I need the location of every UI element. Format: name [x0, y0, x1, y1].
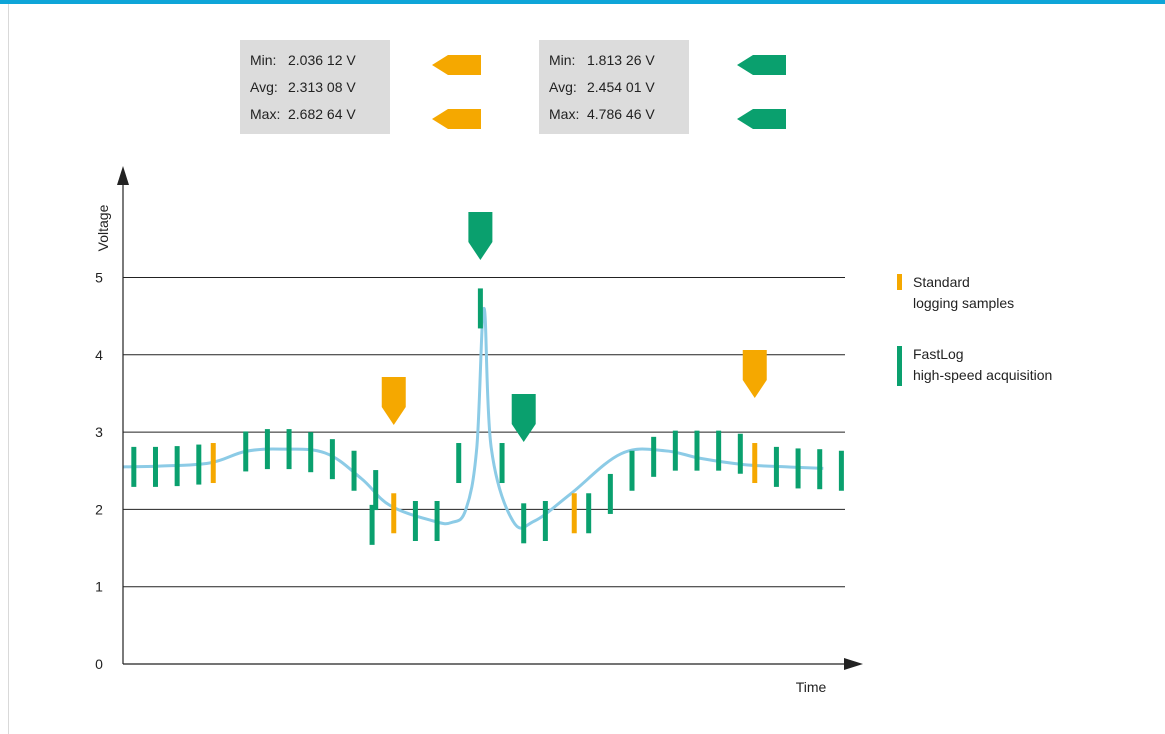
fastlog-max-marker	[468, 212, 493, 260]
fastlog-sample-tick	[174, 446, 180, 487]
avg-label: Avg:	[549, 79, 577, 95]
fastlog-sample-tick	[817, 449, 823, 490]
fastlog-sample-tick	[434, 500, 440, 541]
fastlog-min-value: 1.813 26 V	[587, 52, 655, 68]
standard-min-row: Min: 2.036 12 V	[250, 49, 356, 71]
sample-marks-layer	[131, 288, 844, 545]
fastlog-sample-tick	[795, 448, 801, 489]
legend-standard-line2: logging samples	[913, 295, 1015, 311]
fastlog-sample-tick	[521, 503, 527, 544]
fastlog-sample-tick	[286, 429, 292, 470]
legend-fastlog-line1: FastLog	[913, 346, 964, 362]
standard-max-marker	[742, 350, 767, 398]
fastlog-sample-tick	[651, 436, 657, 477]
fastlog-max-row: Max: 4.786 46 V	[549, 103, 655, 125]
max-label: Max:	[250, 106, 281, 122]
fastlog-sample-tick	[672, 430, 678, 471]
fastlog-sample-tick	[351, 450, 357, 491]
fastlog-min-row: Min: 1.813 26 V	[549, 49, 655, 71]
fastlog-sample-tick	[264, 429, 270, 470]
extreme-markers-layer	[381, 55, 786, 442]
fastlog-sample-tick	[586, 493, 592, 534]
min-label: Min:	[250, 52, 277, 68]
fastlog-sample-tick	[607, 473, 613, 514]
standard-max-row: Max: 2.682 64 V	[250, 103, 356, 125]
fastlog-avg-value: 2.454 01 V	[587, 79, 655, 95]
x-axis-label: Time	[796, 679, 827, 695]
fastlog-stats-box: Min: 1.813 26 V Avg: 2.454 01 V Max: 4.786 …	[539, 40, 689, 134]
fastlog-sample-tick	[477, 288, 483, 329]
fastlog-sample-tick	[694, 430, 700, 471]
min-label: Min:	[549, 52, 576, 68]
y-tick-label: 5	[95, 270, 103, 286]
fastlog-sample-tick	[737, 433, 743, 474]
standard-min-marker	[381, 377, 406, 425]
fastlog-sample-tick	[499, 443, 505, 484]
signal-curve	[122, 306, 824, 530]
fastlog-sample-tick	[131, 446, 137, 487]
y-axis-label: Voltage	[95, 204, 111, 251]
standard-sample-tick	[210, 443, 216, 484]
fastlog-max-pointer	[737, 109, 786, 129]
fastlog-min-marker	[511, 394, 536, 442]
standard-min-pointer	[432, 55, 481, 75]
fastlog-sample-tick	[412, 500, 418, 541]
legend-fastlog-line2: high-speed acquisition	[913, 367, 1053, 383]
fastlog-sample-tick	[629, 450, 635, 491]
axis-labels: 0 1 2 3 4 5 Time Voltage	[95, 204, 827, 695]
fastlog-sample-tick	[838, 450, 844, 491]
standard-max-value: 2.682 64 V	[288, 106, 356, 122]
legend-fastlog-label: FastLog high-speed acquisition	[913, 344, 1052, 386]
y-tick-label: 4	[95, 347, 103, 363]
axes	[117, 166, 863, 670]
fastlog-sample-tick	[456, 443, 462, 484]
fastlog-avg-row: Avg: 2.454 01 V	[549, 76, 655, 98]
fastlog-sample-tick	[773, 446, 779, 487]
legend-standard-swatch	[897, 274, 902, 290]
standard-max-pointer	[432, 109, 481, 129]
standard-stats-box: Min: 2.036 12 V Avg: 2.313 08 V Max: 2.682 …	[240, 40, 390, 134]
fastlog-sample-tick	[243, 431, 249, 472]
fastlog-sample-tick	[373, 470, 379, 511]
fastlog-min-pointer	[737, 55, 786, 75]
grid-lines	[123, 277, 845, 588]
top-accent-bar	[0, 0, 1165, 4]
standard-sample-tick	[391, 493, 397, 534]
fastlog-sample-tick	[308, 432, 314, 473]
frame-border	[8, 4, 9, 734]
y-tick-label: 3	[95, 424, 103, 440]
y-axis-arrow	[117, 166, 129, 185]
standard-avg-row: Avg: 2.313 08 V	[250, 76, 356, 98]
standard-min-value: 2.036 12 V	[288, 52, 356, 68]
standard-sample-tick	[752, 443, 758, 484]
legend-standard-line1: Standard	[913, 274, 970, 290]
fastlog-sample-tick	[369, 504, 375, 545]
legend-fastlog-swatch	[897, 346, 902, 386]
signal-curve-layer	[122, 306, 824, 530]
max-label: Max:	[549, 106, 580, 122]
legend-standard-label: Standard logging samples	[913, 272, 1014, 314]
fastlog-sample-tick	[716, 430, 722, 471]
fastlog-sample-tick	[196, 444, 202, 485]
fastlog-max-value: 4.786 46 V	[587, 106, 655, 122]
y-tick-label: 0	[95, 656, 103, 672]
y-tick-label: 2	[95, 501, 103, 517]
fastlog-sample-tick	[542, 500, 548, 541]
fastlog-sample-tick	[329, 439, 335, 480]
avg-label: Avg:	[250, 79, 278, 95]
standard-avg-value: 2.313 08 V	[288, 79, 356, 95]
fastlog-sample-tick	[152, 446, 158, 487]
x-axis-arrow	[844, 658, 863, 670]
standard-sample-tick	[571, 493, 577, 534]
y-tick-label: 1	[95, 579, 103, 595]
